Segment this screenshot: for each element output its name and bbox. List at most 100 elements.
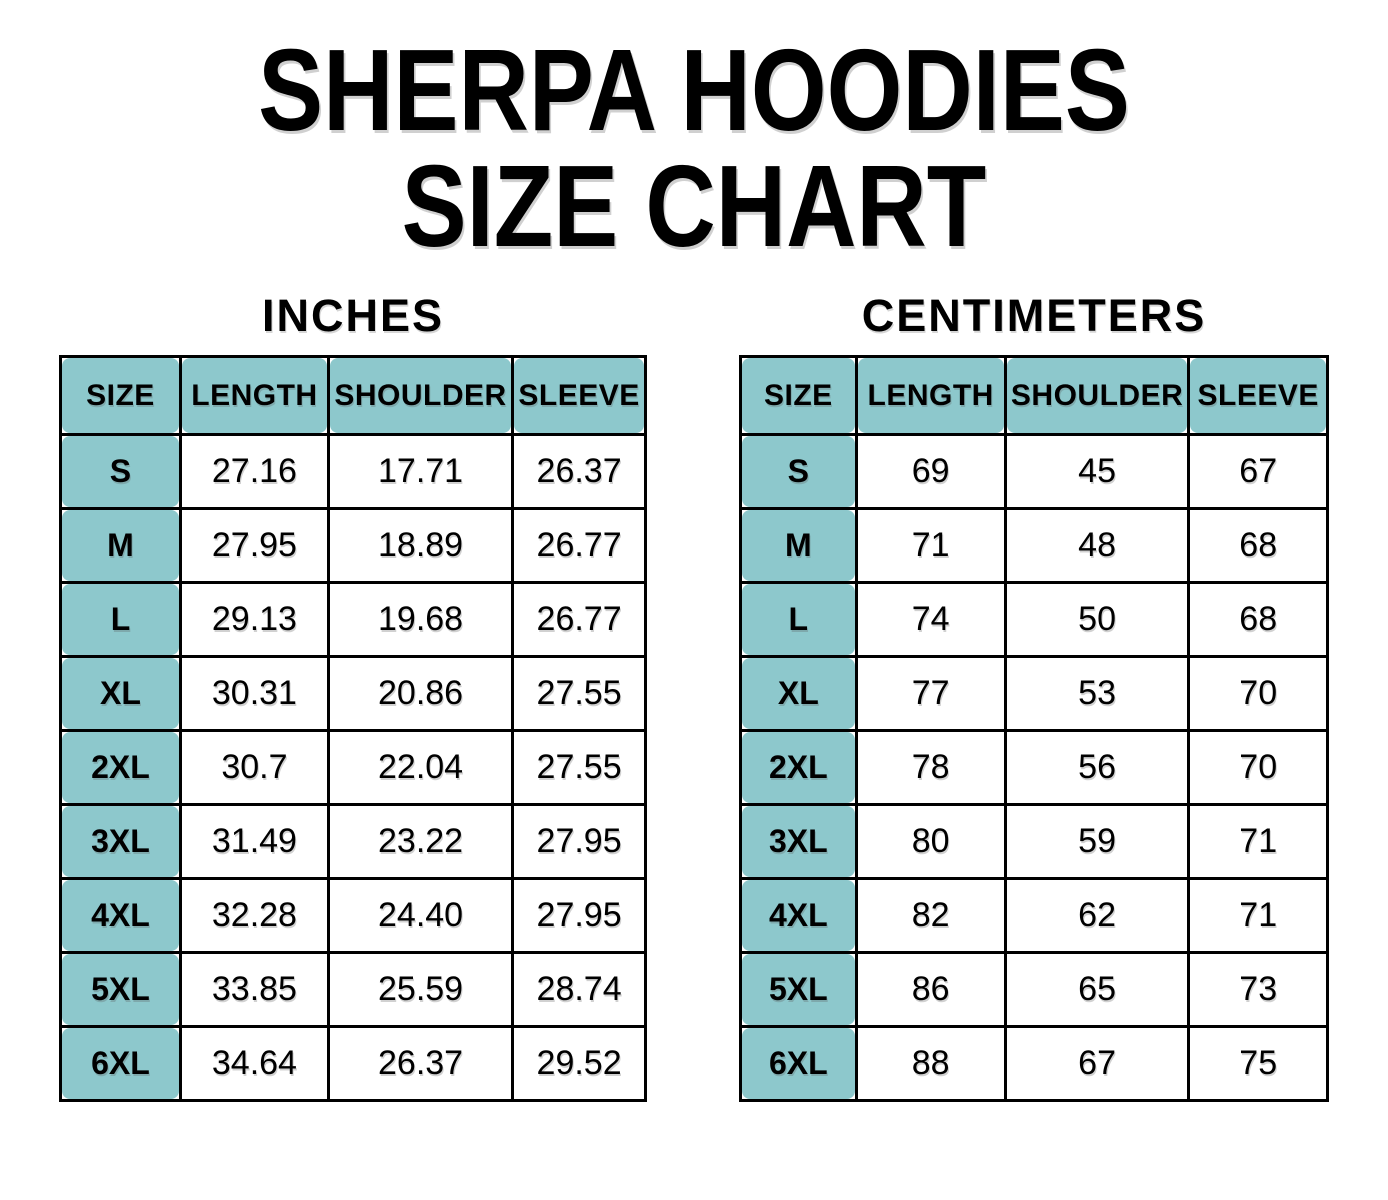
value-cell: 23.22: [326, 803, 515, 880]
page-title: SHERPA HOODIES SIZE CHART: [111, 32, 1277, 264]
measurement-value: 27.55: [536, 748, 622, 786]
column-header-label: SIZE: [763, 378, 833, 412]
value-cell: 45: [1003, 433, 1191, 510]
column-header-sleeve: SLEEVE: [511, 355, 647, 436]
measurement-value: 71: [911, 526, 950, 564]
measurement-value: 69: [911, 452, 950, 490]
value-cell: 74: [854, 581, 1007, 658]
table-row: 5XL 33.85 25.59 28.74: [59, 951, 647, 1028]
size-label: 6XL: [91, 1045, 150, 1081]
value-cell: 80: [854, 803, 1007, 880]
size-cell: 5XL: [739, 951, 858, 1028]
measurement-value: 71: [1239, 822, 1278, 860]
value-cell: 31.49: [178, 803, 330, 880]
value-cell: 29.52: [511, 1025, 647, 1102]
size-cell: 6XL: [59, 1025, 182, 1102]
size-label: L: [788, 601, 809, 637]
centimeters-title: CENTIMETERS: [861, 290, 1207, 341]
table-row: M 71 48 68: [739, 507, 1329, 584]
measurement-value: 26.77: [536, 600, 622, 638]
size-cell: L: [59, 581, 182, 658]
value-cell: 48: [1003, 507, 1191, 584]
column-header-label: SLEEVE: [1197, 378, 1319, 412]
measurement-value: 30.7: [221, 748, 288, 786]
table-row: XL 30.31 20.86 27.55: [59, 655, 647, 732]
measurement-value: 27.16: [211, 452, 297, 490]
measurement-value: 30.31: [211, 674, 297, 712]
table-row: 4XL 82 62 71: [739, 877, 1329, 954]
table-body: S 69 45 67 M 71 48 68 L 74 50 68 XL 77 53 70 2XL 78 56 70 3X…: [739, 433, 1329, 1102]
value-cell: 33.85: [178, 951, 330, 1028]
measurement-value: 62: [1078, 896, 1116, 934]
value-cell: 26.77: [511, 507, 647, 584]
value-cell: 26.77: [511, 581, 647, 658]
measurement-value: 20.86: [378, 674, 464, 712]
measurement-value: 26.77: [536, 526, 622, 564]
column-header-label: LENGTH: [867, 378, 994, 412]
size-label: 2XL: [768, 749, 828, 785]
value-cell: 20.86: [326, 655, 515, 732]
measurement-value: 27.55: [536, 674, 622, 712]
table-row: L 29.13 19.68 26.77: [59, 581, 647, 658]
table-row: M 27.95 18.89 26.77: [59, 507, 647, 584]
value-cell: 27.16: [178, 433, 330, 510]
measurement-value: 67: [1078, 1044, 1116, 1082]
value-cell: 53: [1003, 655, 1191, 732]
column-header-size: SIZE: [739, 355, 858, 436]
size-label: L: [110, 601, 131, 637]
column-header-label: SLEEVE: [518, 378, 640, 412]
size-cell: XL: [59, 655, 182, 732]
table-row: 2XL 78 56 70: [739, 729, 1329, 806]
table-row: 5XL 86 65 73: [739, 951, 1329, 1028]
size-label: 5XL: [768, 971, 828, 1007]
value-cell: 73: [1187, 951, 1329, 1028]
size-cell: M: [739, 507, 858, 584]
value-cell: 71: [1187, 877, 1329, 954]
value-cell: 19.68: [326, 581, 515, 658]
size-cell: 6XL: [739, 1025, 858, 1102]
size-label: XL: [777, 675, 819, 711]
measurement-value: 68: [1239, 526, 1278, 564]
measurement-value: 59: [1078, 822, 1116, 860]
value-cell: 68: [1187, 507, 1329, 584]
size-cell: S: [59, 433, 182, 510]
measurement-value: 31.49: [211, 822, 297, 860]
measurement-value: 73: [1239, 970, 1278, 1008]
value-cell: 25.59: [326, 951, 515, 1028]
measurement-value: 26.37: [536, 452, 622, 490]
measurement-value: 27.95: [536, 822, 622, 860]
value-cell: 59: [1003, 803, 1191, 880]
value-cell: 27.55: [511, 729, 647, 806]
measurement-value: 82: [911, 896, 950, 934]
size-label: 6XL: [768, 1045, 828, 1081]
centimeters-size-table: SIZE LENGTH SHOULDER SLEEVE S 69 45 67 M 71 48 68 L 7…: [739, 355, 1329, 1102]
measurement-value: 50: [1078, 600, 1116, 638]
value-cell: 86: [854, 951, 1007, 1028]
measurement-value: 28.74: [536, 970, 622, 1008]
size-label: 3XL: [91, 823, 150, 859]
value-cell: 32.28: [178, 877, 330, 954]
value-cell: 29.13: [178, 581, 330, 658]
size-cell: S: [739, 433, 858, 510]
value-cell: 71: [1187, 803, 1329, 880]
size-cell: L: [739, 581, 858, 658]
value-cell: 24.40: [326, 877, 515, 954]
measurement-value: 19.68: [378, 600, 464, 638]
value-cell: 27.95: [178, 507, 330, 584]
table-body: S 27.16 17.71 26.37 M 27.95 18.89 26.77 L 29.13 19…: [59, 433, 647, 1102]
size-label: 3XL: [768, 823, 828, 859]
measurement-value: 65: [1078, 970, 1116, 1008]
value-cell: 28.74: [511, 951, 647, 1028]
value-cell: 82: [854, 877, 1007, 954]
measurement-value: 67: [1239, 452, 1278, 490]
value-cell: 69: [854, 433, 1007, 510]
measurement-value: 88: [911, 1044, 950, 1082]
table-row: L 74 50 68: [739, 581, 1329, 658]
value-cell: 26.37: [326, 1025, 515, 1102]
value-cell: 56: [1003, 729, 1191, 806]
value-cell: 70: [1187, 729, 1329, 806]
measurement-value: 74: [911, 600, 950, 638]
value-cell: 18.89: [326, 507, 515, 584]
size-label: 4XL: [91, 897, 150, 933]
